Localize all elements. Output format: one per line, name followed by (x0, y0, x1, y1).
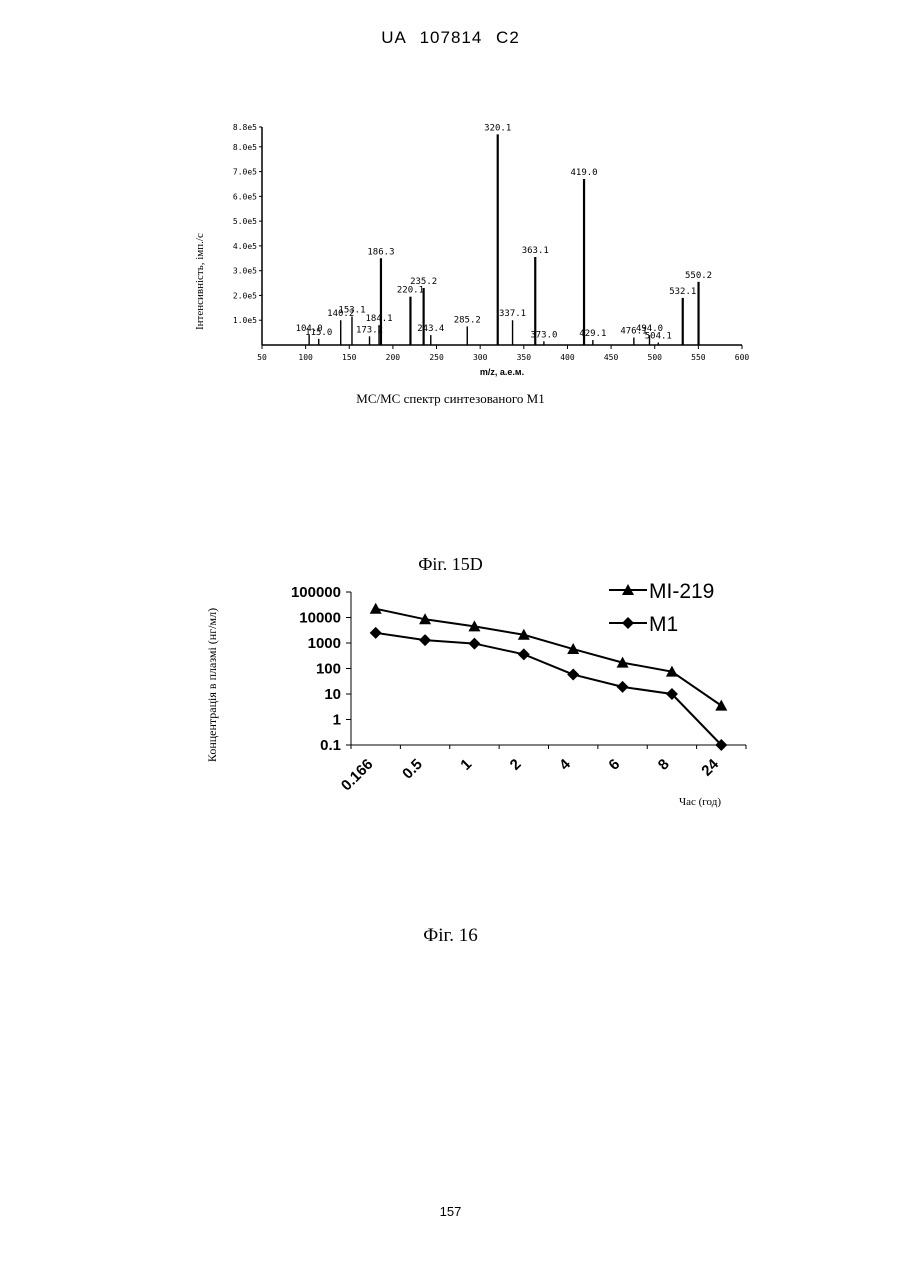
patent-header: UA 107814 C2 (0, 28, 901, 48)
pk-x-tick-label: 24 (698, 755, 722, 779)
ms-x-tick-label: 450 (604, 353, 619, 362)
ms-x-tick-label: 250 (429, 353, 444, 362)
ms-x-tick-label: 100 (298, 353, 313, 362)
pk-y-axis-label: Концентрація в плазмі (нг/мл) (205, 608, 219, 762)
pk-x-axis-label: Час (год) (679, 796, 721, 808)
pk-x-tick-label: 2 (507, 756, 525, 774)
ms-peak-label: 504.1 (645, 332, 672, 342)
pk-y-tick-label: 10000 (299, 610, 341, 627)
ms-y-tick-label: 2.0e5 (233, 291, 257, 300)
ms-y-tick-label: 8.8e5 (233, 123, 257, 132)
ms-y-tick-label: 8.0e5 (233, 143, 257, 152)
pk-y-tick-label: 1 (333, 712, 341, 729)
pk-data-point (370, 627, 382, 639)
ms-peak-label: 115.0 (305, 328, 332, 338)
ms-peak-label: 373.0 (530, 330, 557, 340)
ms-y-tick-label: 4.0e5 (233, 242, 257, 251)
ms-peaks: 104.0115.0140.2153.1173.2184.1186.3220.1… (296, 123, 713, 345)
page-number: 157 (0, 1204, 901, 1219)
ms-x-tick-label: 550 (691, 353, 706, 362)
ms-x-tick-label: 150 (342, 353, 357, 362)
ms-x-tick-label: 400 (560, 353, 575, 362)
ms-peak-label: 186.3 (367, 247, 394, 257)
pk-x-tick-label: 8 (655, 756, 673, 774)
pk-concentration-chart: 0.11101001000100001000000.1660.51246824 … (0, 575, 901, 835)
pk-x-tick-label: 1 (457, 756, 475, 774)
ms-y-tick-label: 6.0e5 (233, 192, 257, 201)
pk-y-tick-label: 0.1 (320, 737, 341, 754)
pk-y-tick-label: 10 (324, 686, 341, 703)
ms-spectrum-chart: 50 100 150 200 250 300 350 400 450 500 550 600 1.0e5… (0, 105, 901, 405)
ms-peak-label: 153.1 (338, 306, 365, 316)
pk-data-point (617, 681, 629, 693)
pk-data-point (715, 700, 727, 711)
ms-x-tick-label: 500 (648, 353, 663, 362)
ms-x-axis-label: m/z, а.е.м. (480, 367, 524, 377)
ms-x-tick-label: 600 (735, 353, 750, 362)
ms-x-tick-label: 200 (386, 353, 401, 362)
ms-y-axis-label: Інтенсивність, імп./с (194, 233, 206, 330)
pk-x-tick-label: 0.5 (399, 756, 426, 783)
ms-peak-label: 550.2 (685, 271, 712, 281)
ms-y-tick-label: 3.0e5 (233, 267, 257, 276)
ms-peak-label: 337.1 (499, 309, 526, 319)
ms-peak-label: 235.2 (410, 277, 437, 287)
pk-x-tick-label: 6 (605, 756, 623, 774)
ms-y-tick-label: 5.0e5 (233, 217, 257, 226)
pk-y-tick-label: 100000 (291, 584, 341, 601)
pk-x-tick-label: 4 (556, 755, 574, 773)
pk-y-axis-label-line: Концентрація в плазмі (нг/мл) (205, 608, 219, 762)
ms-peak-label: 285.2 (454, 315, 481, 325)
ms-peak-label: 320.1 (484, 123, 511, 133)
pk-legend: MI-219 M1 (609, 580, 714, 636)
legend-m1-label: M1 (649, 613, 678, 636)
ms-caption: МС/МС спектр синтезованого М1 (0, 391, 901, 407)
pk-y-tick-label: 100 (316, 661, 341, 678)
ms-peak-label: 220.1 (397, 286, 424, 296)
pk-data-point (518, 648, 530, 660)
ms-x-tick-label: 350 (517, 353, 532, 362)
ms-y-tick-label: 7.0e5 (233, 168, 257, 177)
figure-15d-caption: Фіг. 15D (0, 554, 901, 575)
pk-y-tick-label: 1000 (308, 635, 341, 652)
legend-mi219-label: MI-219 (649, 580, 714, 603)
pk-data-point (370, 603, 382, 614)
pk-data-point (468, 638, 480, 650)
ms-peak-label: 184.1 (365, 314, 392, 324)
ms-y-tick-label: 1.0e5 (233, 316, 257, 325)
legend-m1-marker (622, 617, 634, 629)
ms-x-tick-label: 300 (473, 353, 488, 362)
ms-peak-label: 419.0 (570, 168, 597, 178)
pk-data-point (419, 634, 431, 646)
ms-peak-label: 532.1 (669, 287, 696, 297)
ms-peak-label: 243.4 (417, 324, 444, 334)
pk-data-point (567, 669, 579, 681)
ms-x-tick-label: 50 (257, 353, 267, 362)
pk-x-tick-label: 0.166 (338, 756, 377, 795)
pk-series-line (376, 633, 722, 745)
figure-16-caption: Фіг. 16 (0, 925, 901, 947)
ms-peak-label: 363.1 (522, 246, 549, 256)
